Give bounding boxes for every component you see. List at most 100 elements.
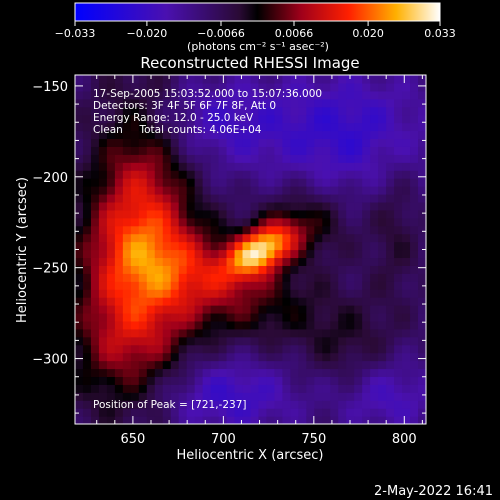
heatmap-cell	[338, 336, 347, 346]
heatmap-cell	[402, 384, 411, 393]
heatmap-cell	[290, 328, 299, 338]
heatmap-cell	[266, 400, 276, 409]
heatmap-cell	[234, 75, 244, 84]
heatmap-cell	[410, 186, 419, 195]
heatmap-cell	[122, 201, 132, 211]
heatmap-cell	[418, 360, 426, 370]
heatmap-cell	[210, 217, 220, 227]
heatmap-cell	[418, 217, 426, 227]
heatmap-cell	[266, 416, 276, 424]
heatmap-cell	[154, 178, 164, 187]
heatmap-cell	[386, 352, 395, 362]
heatmap-cell	[210, 336, 220, 346]
heatmap-cell	[218, 376, 228, 385]
heatmap-cell	[290, 146, 299, 155]
heatmap-cell	[322, 146, 331, 155]
heatmap-cell	[162, 170, 172, 179]
heatmap-cell	[210, 328, 220, 338]
heatmap-cell	[170, 273, 180, 282]
heatmap-cell	[410, 154, 419, 163]
heatmap-cell	[106, 305, 116, 314]
heatmap-cell	[138, 368, 148, 378]
heatmap-cell	[290, 75, 299, 84]
heatmap-cell	[82, 122, 92, 132]
heatmap-cell	[402, 249, 411, 259]
heatmap-cell	[386, 178, 395, 187]
heatmap-cell	[162, 376, 172, 385]
heatmap-cell	[186, 384, 196, 393]
heatmap	[75, 75, 426, 424]
heatmap-cell	[234, 392, 244, 401]
heatmap-cell	[322, 320, 331, 330]
heatmap-cell	[354, 138, 363, 147]
heatmap-cell	[258, 217, 268, 227]
heatmap-cell	[146, 328, 156, 338]
heatmap-cell	[322, 122, 331, 132]
heatmap-cell	[258, 209, 268, 219]
heatmap-cell	[370, 312, 379, 322]
heatmap-cell	[362, 201, 371, 211]
heatmap-cell	[402, 416, 411, 424]
heatmap-cell	[202, 98, 212, 108]
heatmap-cell	[194, 138, 204, 147]
heatmap-cell	[266, 75, 276, 84]
heatmap-cell	[386, 186, 395, 195]
heatmap-cell	[162, 217, 172, 227]
colorbar-tick-label: 0.033	[424, 27, 456, 40]
heatmap-cell	[386, 201, 395, 211]
heatmap-cell	[242, 368, 252, 378]
heatmap-cell	[258, 320, 268, 330]
heatmap-cell	[202, 90, 212, 100]
heatmap-cell	[258, 138, 268, 147]
heatmap-cell	[234, 90, 244, 100]
heatmap-cell	[258, 233, 268, 243]
heatmap-cell	[322, 82, 331, 92]
heatmap-cell	[218, 320, 228, 330]
heatmap-cell	[210, 154, 220, 163]
heatmap-cell	[146, 178, 156, 187]
heatmap-cell	[138, 249, 148, 259]
heatmap-cell	[162, 178, 172, 187]
heatmap-cell	[298, 201, 307, 211]
heatmap-cell	[106, 289, 116, 298]
heatmap-cell	[122, 289, 132, 298]
heatmap-cell	[202, 328, 212, 338]
heatmap-cell	[266, 233, 276, 243]
heatmap-cell	[154, 400, 164, 409]
heatmap-cell	[298, 305, 307, 314]
heatmap-cell	[122, 82, 132, 92]
y-axis-label: Heliocentric Y (arcsec)	[15, 177, 30, 323]
heatmap-cell	[298, 114, 307, 124]
heatmap-cell	[330, 98, 339, 108]
heatmap-cell	[82, 130, 92, 140]
heatmap-cell	[274, 265, 284, 274]
heatmap-cell	[146, 114, 156, 124]
heatmap-cell	[178, 376, 188, 385]
heatmap-cell	[338, 170, 347, 179]
heatmap-cell	[146, 320, 156, 330]
heatmap-cell	[114, 193, 124, 203]
heatmap-cell	[154, 273, 164, 282]
heatmap-cell	[82, 312, 92, 322]
heatmap-cell	[274, 209, 284, 219]
heatmap-cell	[106, 392, 116, 401]
heatmap-cell	[346, 400, 355, 409]
heatmap-cell	[378, 289, 387, 298]
heatmap-cell	[130, 352, 140, 362]
heatmap-cell	[418, 225, 426, 235]
heatmap-cell	[370, 368, 379, 378]
heatmap-cell	[234, 305, 244, 314]
heatmap-cell	[330, 336, 339, 346]
heatmap-cell	[250, 281, 260, 290]
heatmap-cell	[402, 408, 411, 417]
heatmap-cell	[298, 186, 307, 195]
heatmap-cell	[322, 273, 331, 282]
heatmap-cell	[354, 201, 363, 211]
heatmap-cell	[242, 162, 252, 171]
heatmap-cell	[130, 376, 140, 385]
heatmap-cell	[306, 376, 315, 385]
heatmap-cell	[114, 178, 124, 187]
heatmap-cell	[330, 289, 339, 298]
heatmap-cell	[234, 138, 244, 147]
heatmap-cell	[306, 114, 315, 124]
